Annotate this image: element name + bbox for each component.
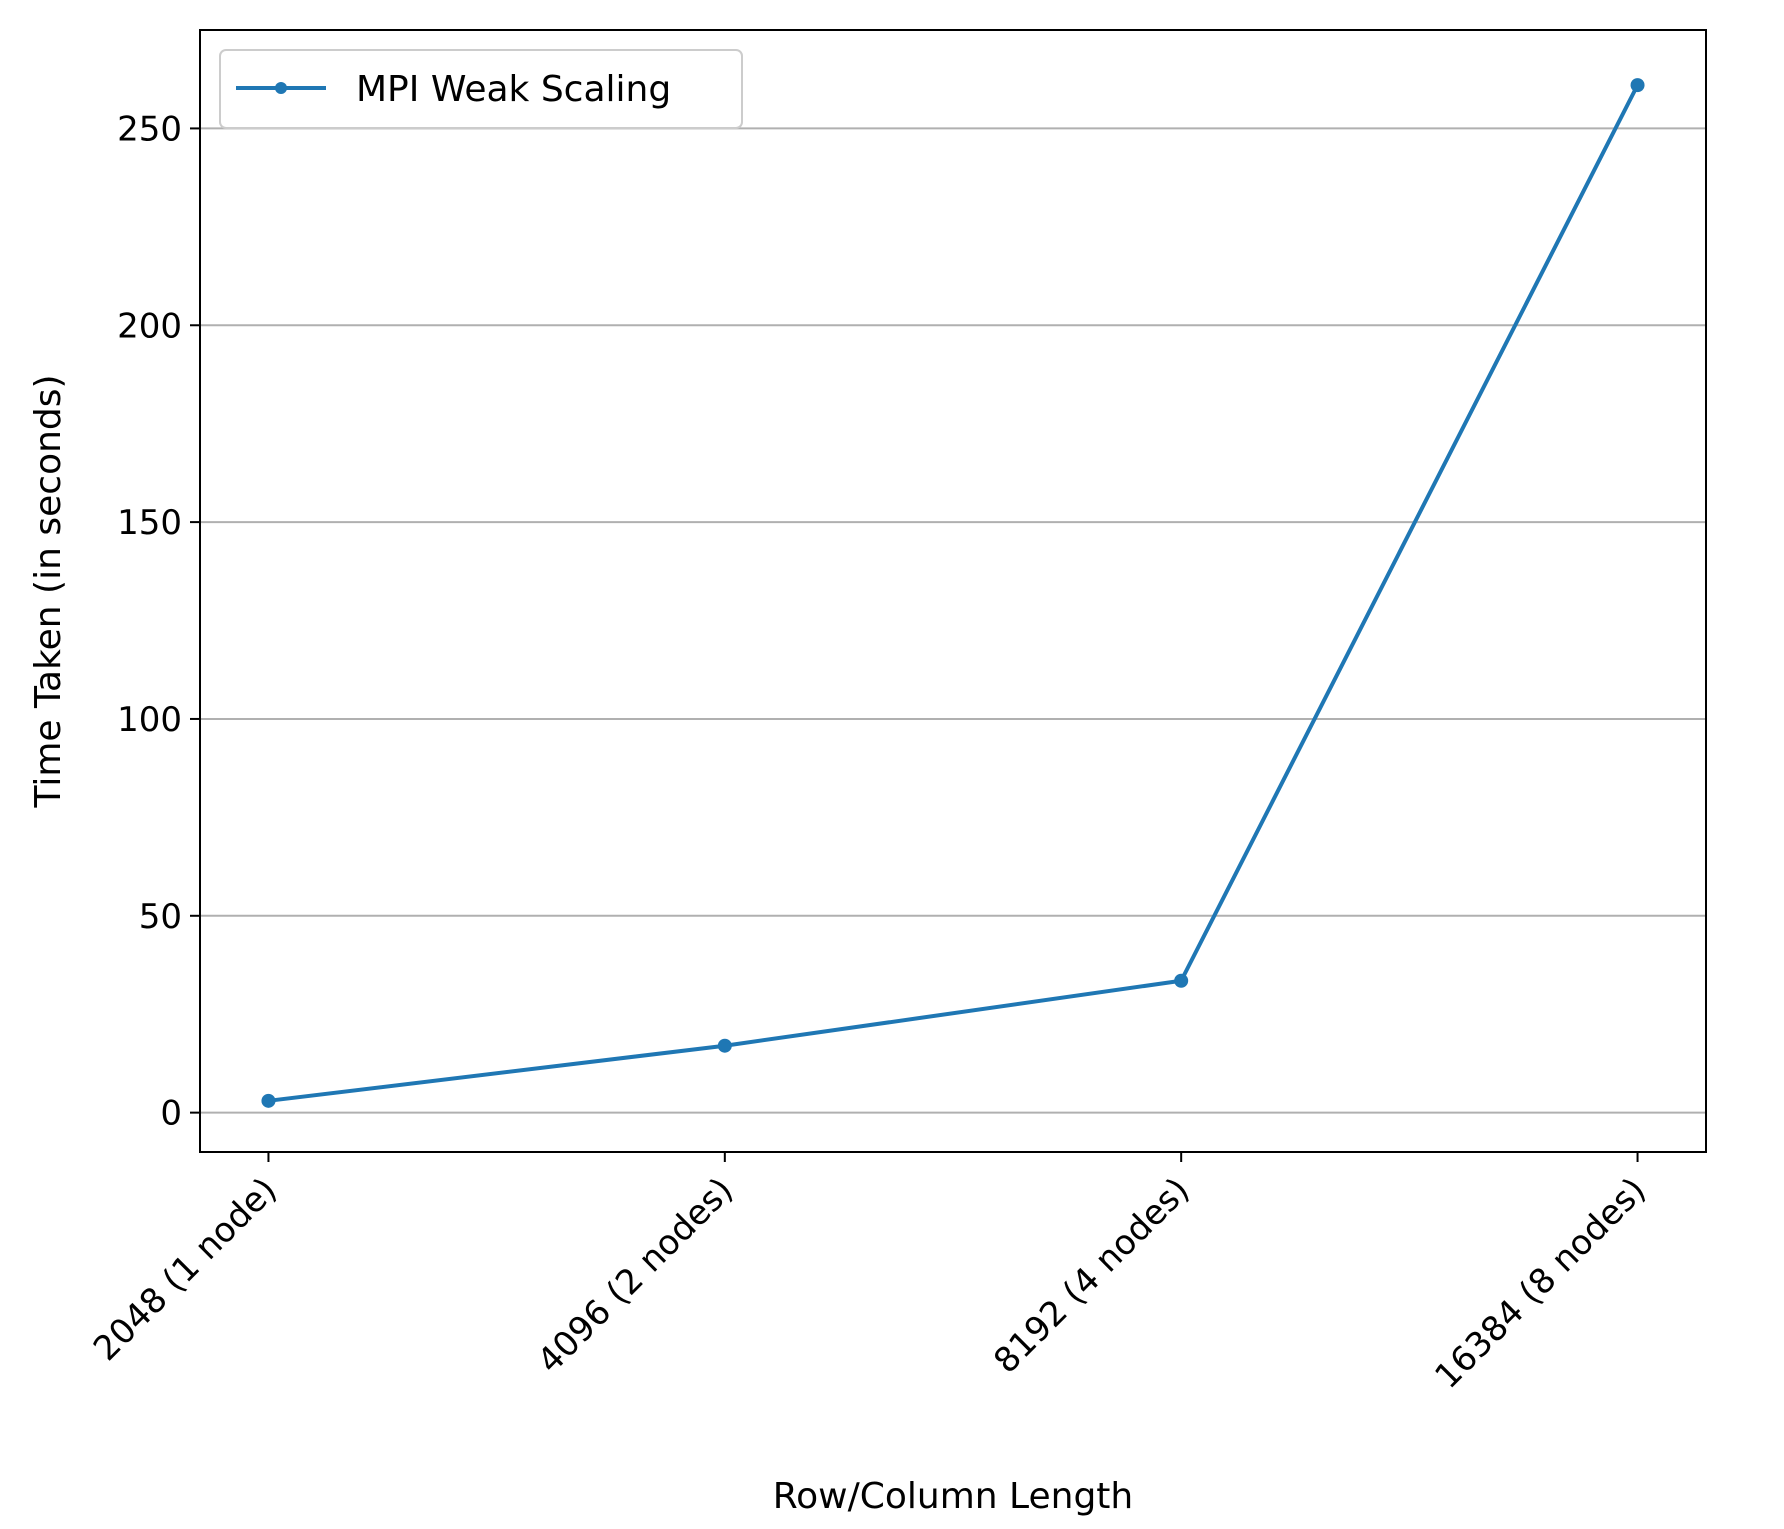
data-point xyxy=(1630,78,1645,93)
y-tick-label: 0 xyxy=(160,1094,182,1134)
data-point xyxy=(1174,973,1189,988)
y-tick-label: 150 xyxy=(117,503,182,543)
series-line xyxy=(268,84,1640,1103)
legend-box xyxy=(219,49,743,129)
plot-area-frame xyxy=(199,29,1707,1153)
y-tick-label: 100 xyxy=(117,700,182,740)
y-axis: 0 50 100 150 200 250 xyxy=(117,109,200,1134)
y-tick-label: 200 xyxy=(117,306,182,346)
legend-label: MPI Weak Scaling xyxy=(356,69,671,110)
x-axis-title: Row/Column Length xyxy=(773,1476,1133,1517)
legend: MPI Weak Scaling xyxy=(219,49,743,129)
legend-marker-swatch xyxy=(275,82,287,94)
y-gridlines xyxy=(200,127,1706,1114)
series-layer xyxy=(261,78,1645,1108)
y-tick-label: 50 xyxy=(139,897,182,937)
y-tick-label: 250 xyxy=(117,109,182,149)
data-point xyxy=(717,1038,732,1053)
data-point xyxy=(261,1093,276,1108)
y-axis-title: Time Taken (in seconds) xyxy=(28,374,69,808)
